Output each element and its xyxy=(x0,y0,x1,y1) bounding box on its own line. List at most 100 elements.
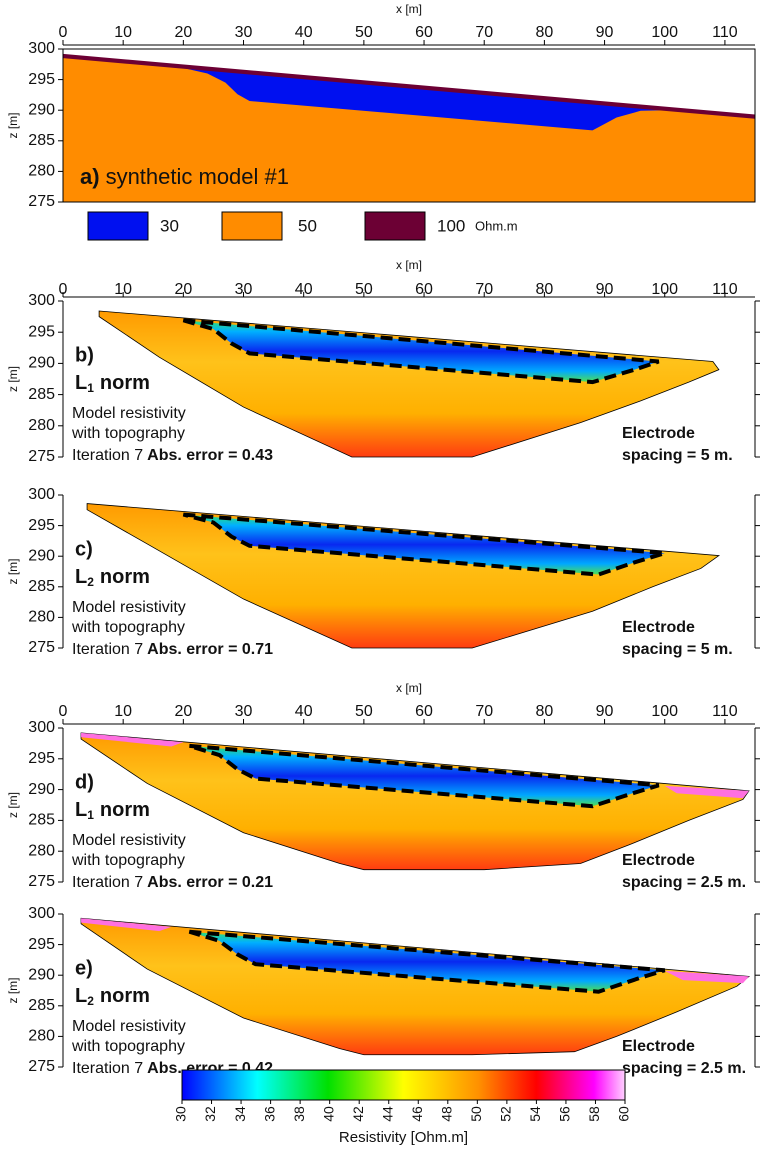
note: Model resistivity xyxy=(72,1018,186,1035)
legend-swatch xyxy=(364,211,426,241)
y-tick-label: 280 xyxy=(28,1028,55,1045)
y-tick-label: 280 xyxy=(28,842,55,859)
x-tick-label: 90 xyxy=(596,703,614,720)
x-tick-label: 80 xyxy=(535,703,553,720)
panel-letter: c) xyxy=(75,538,93,560)
x-tick-label: 50 xyxy=(355,24,373,41)
y-tick-label: 290 xyxy=(28,781,55,798)
note: Model resistivity xyxy=(72,832,186,849)
norm-base: L xyxy=(75,566,87,588)
iteration: Iteration 7 xyxy=(72,447,143,464)
electrode-note: spacing = 2.5 m. xyxy=(622,1060,746,1077)
x-tick-label: 20 xyxy=(174,281,192,298)
y-tick-label: 275 xyxy=(28,873,55,890)
model-outline xyxy=(188,743,660,809)
x-tick-label: 90 xyxy=(596,24,614,41)
x-tick-label: 60 xyxy=(415,281,433,298)
norm-word: norm xyxy=(100,372,150,394)
colorbar-tick-label: 56 xyxy=(557,1106,573,1122)
electrode-note: Electrode xyxy=(622,425,695,442)
x-tick-label: 40 xyxy=(295,24,313,41)
x-tick-label: 60 xyxy=(415,24,433,41)
colorbar-label: Resistivity [Ohm.m] xyxy=(339,1129,468,1146)
y-tick-label: 300 xyxy=(28,905,55,922)
y-tick-label: 275 xyxy=(28,193,55,210)
electrode-note: spacing = 5 m. xyxy=(622,641,733,658)
norm-sub: 2 xyxy=(87,575,94,589)
low-resistivity-lens xyxy=(189,931,665,992)
colorbar-tick-label: 40 xyxy=(320,1106,336,1122)
abs-error: Abs. error = 0.21 xyxy=(147,874,273,891)
iteration-note: Iteration 7 Abs. error = 0.71 xyxy=(72,641,273,658)
norm-base: L xyxy=(75,985,87,1007)
y-axis-label: z [m] xyxy=(6,366,20,392)
plot-frame xyxy=(62,48,756,203)
y-tick-label: 295 xyxy=(28,517,55,534)
x-tick-label: 30 xyxy=(235,281,253,298)
y-axis-label: z [m] xyxy=(6,792,20,818)
note: Model resistivity xyxy=(72,405,186,422)
abs-error: Abs. error = 0.71 xyxy=(147,641,273,658)
panel-caption: a) synthetic model #1 xyxy=(80,164,289,189)
x-tick-label: 20 xyxy=(174,703,192,720)
high-resistivity xyxy=(81,918,172,932)
x-tick-label: 30 xyxy=(235,703,253,720)
high-resistivity xyxy=(81,732,184,747)
colorbar-tick-label: 44 xyxy=(379,1106,395,1122)
model-outline xyxy=(182,512,666,577)
low-resistivity-lens xyxy=(189,745,659,807)
abs-error: Abs. error = 0.43 xyxy=(147,447,273,464)
colorbar-tick-label: 38 xyxy=(291,1106,307,1122)
iteration-note: Iteration 7 Abs. error = 0.21 xyxy=(72,874,273,891)
x-tick-label: 40 xyxy=(295,281,313,298)
y-tick-label: 295 xyxy=(28,936,55,953)
y-tick-label: 275 xyxy=(28,639,55,656)
y-tick-label: 295 xyxy=(28,323,55,340)
x-tick-label: 70 xyxy=(475,703,493,720)
x-tick-label: 90 xyxy=(596,281,614,298)
y-tick-label: 280 xyxy=(28,609,55,626)
legend-label: 50 xyxy=(298,216,317,235)
y-tick-label: 290 xyxy=(28,355,55,372)
x-tick-label: 100 xyxy=(651,703,678,720)
low-resistivity-lens xyxy=(183,514,665,575)
x-tick-label: 60 xyxy=(415,703,433,720)
electrode-note: Electrode xyxy=(622,852,695,869)
y-tick-label: 285 xyxy=(28,578,55,595)
x-tick-label: 80 xyxy=(535,24,553,41)
x-tick-label: 100 xyxy=(651,24,678,41)
x-tick-label: 0 xyxy=(59,24,68,41)
x-tick-label: 0 xyxy=(59,281,68,298)
high-resistivity xyxy=(664,785,749,799)
colorbar-tick-label: 50 xyxy=(468,1106,484,1122)
x-axis-label: x [m] xyxy=(396,681,422,695)
x-tick-label: 10 xyxy=(114,24,132,41)
y-axis-label: z [m] xyxy=(6,113,20,139)
colorbar-tick-label: 48 xyxy=(439,1106,455,1122)
colorbar-tick-label: 58 xyxy=(586,1106,602,1122)
legend-unit: Ohm.m xyxy=(475,218,518,233)
low-resistivity-lens xyxy=(183,320,659,383)
y-tick-label: 290 xyxy=(28,101,55,118)
x-tick-label: 0 xyxy=(59,703,68,720)
y-axis-label: z [m] xyxy=(6,978,20,1004)
y-tick-label: 300 xyxy=(28,292,55,309)
norm-label: L1 norm xyxy=(75,799,150,822)
x-axis-label: x [m] xyxy=(396,2,422,16)
iteration: Iteration 7 xyxy=(72,641,143,658)
norm-sub: 2 xyxy=(87,994,94,1008)
y-tick-label: 285 xyxy=(28,386,55,403)
y-tick-label: 300 xyxy=(28,40,55,57)
legend-label: 100 xyxy=(437,216,465,235)
x-tick-label: 70 xyxy=(475,24,493,41)
norm-sub: 1 xyxy=(87,808,94,822)
top-layer xyxy=(63,53,755,119)
norm-base: L xyxy=(75,799,87,821)
colorbar-tick-label: 32 xyxy=(202,1106,218,1122)
note: with topography xyxy=(71,619,185,636)
colorbar-tick-label: 30 xyxy=(173,1106,189,1122)
x-tick-label: 110 xyxy=(712,703,738,720)
model-outline xyxy=(182,318,660,385)
background-layer xyxy=(63,57,755,203)
